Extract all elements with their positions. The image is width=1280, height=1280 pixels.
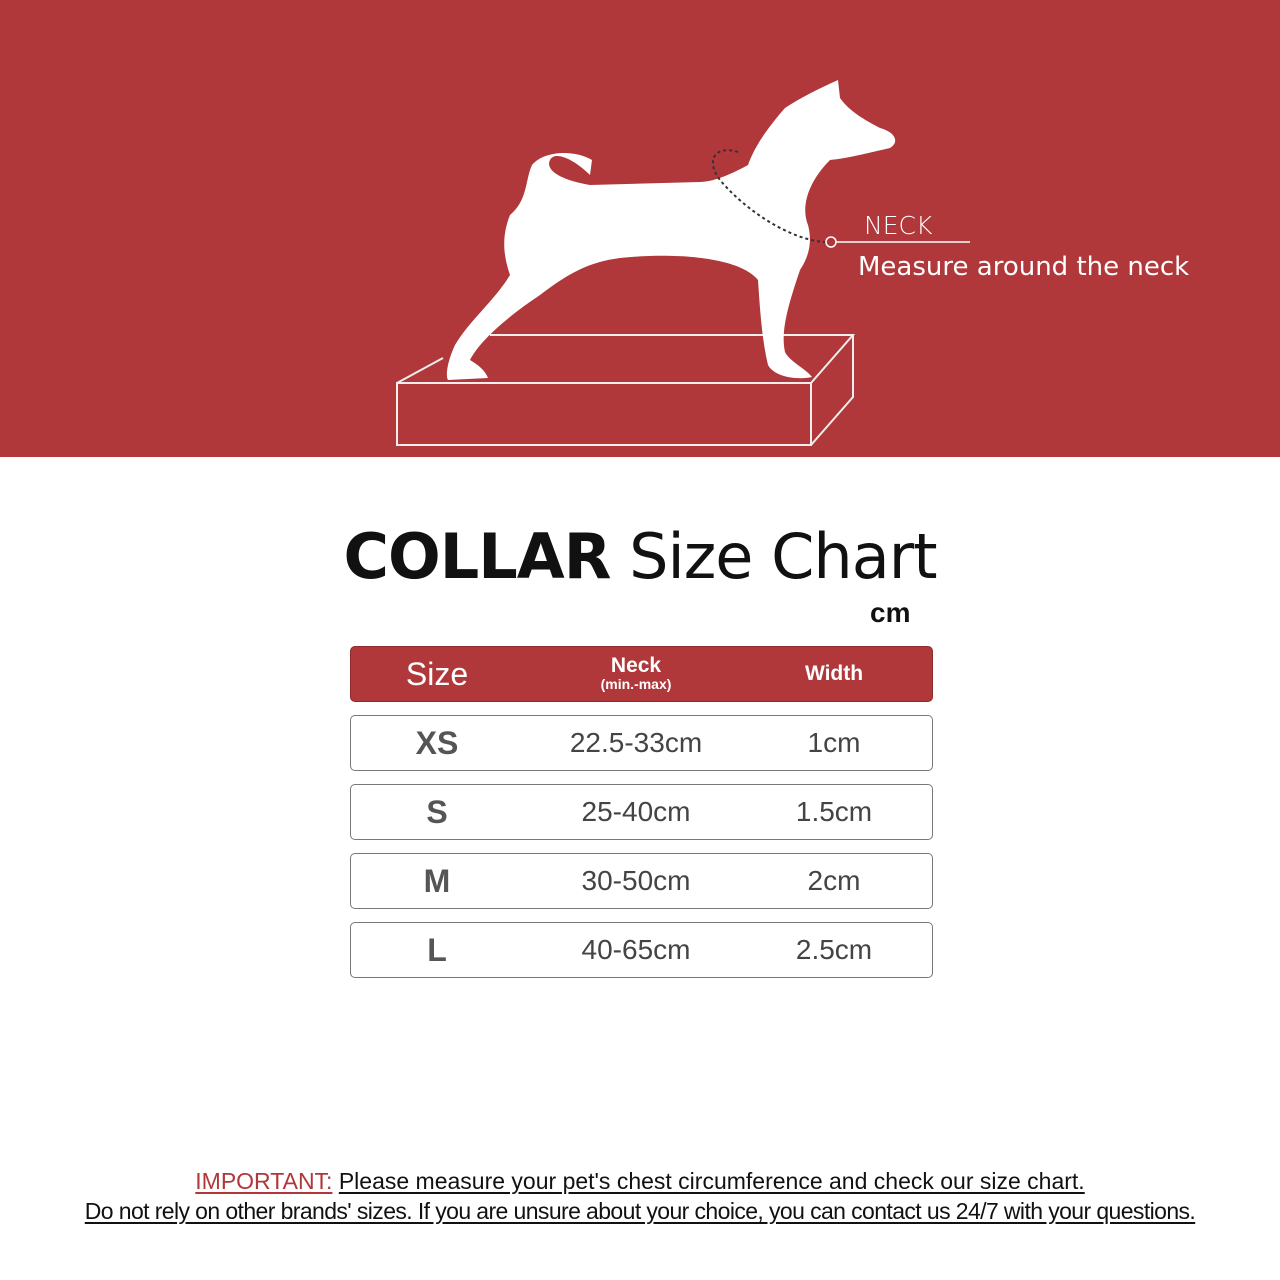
footer-line-1: IMPORTANT: Please measure your pet's che…: [0, 1168, 1280, 1195]
important-label: IMPORTANT:: [195, 1168, 333, 1194]
width-cell: 2cm: [807, 865, 861, 896]
header-banner: NECK Measure around the neck: [0, 0, 1280, 457]
neck-cell: 22.5-33cm: [569, 727, 703, 758]
header-neck: Neck (min.-max): [601, 647, 672, 701]
width-cell: 1cm: [807, 727, 861, 758]
header-size: Size: [405, 655, 469, 692]
table-row: XS 22.5-33cm 1cm: [350, 715, 933, 771]
header-width: Width: [804, 662, 864, 685]
table-row: M 30-50cm 2cm: [350, 853, 933, 909]
neck-cell: 40-65cm: [581, 934, 691, 965]
size-cell: XS: [415, 724, 459, 761]
footer-text-1: Please measure your pet's chest circumfe…: [338, 1168, 1085, 1194]
size-cell: L: [427, 931, 447, 968]
table-row: L 40-65cm 2.5cm: [350, 922, 933, 978]
neck-measure-dots: [711, 149, 826, 243]
header-neck-sub: (min.-max): [600, 676, 672, 692]
title-rest: Size Chart: [629, 520, 937, 593]
page-title: COLLAR Size Chart: [0, 520, 1280, 593]
table-header: Size Neck (min.-max) Width: [350, 646, 933, 702]
table-row: S 25-40cm 1.5cm: [350, 784, 933, 840]
neck-cell: 30-50cm: [581, 865, 691, 896]
size-cell: M: [423, 862, 451, 899]
unit-label: cm: [870, 597, 911, 628]
footer-text-2: Do not rely on other brands' sizes. If y…: [84, 1198, 1196, 1224]
width-cell: 1.5cm: [795, 796, 873, 827]
dog-silhouette: [446, 80, 896, 380]
platform-box: [396, 334, 856, 446]
neck-label: NECK: [864, 211, 933, 240]
neck-cell: 25-40cm: [581, 796, 691, 827]
footer-line-2: Do not rely on other brands' sizes. If y…: [0, 1198, 1280, 1225]
header-neck-label: Neck: [610, 654, 662, 677]
title-bold: COLLAR: [343, 520, 611, 593]
neck-marker: [825, 236, 837, 248]
dog-illustration: [396, 80, 970, 446]
neck-instruction: Measure around the neck: [858, 252, 1190, 282]
width-cell: 2.5cm: [795, 934, 873, 965]
size-cell: S: [426, 793, 448, 830]
